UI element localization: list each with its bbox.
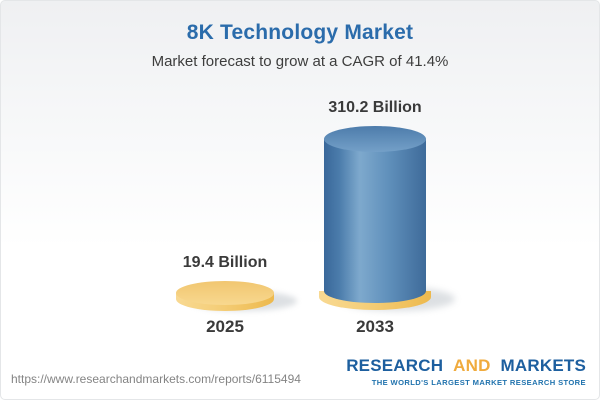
- chart-title: 8K Technology Market: [186, 21, 414, 44]
- value-label-2025: 19.4 Billion: [182, 254, 268, 271]
- bar-2033-top: [324, 126, 426, 152]
- bar-2025-top: [176, 281, 274, 305]
- value-label-2033: 310.2 Billion: [328, 99, 422, 116]
- bar-2033-body: [324, 139, 426, 291]
- category-label-2025: 2025: [206, 317, 244, 336]
- logo-word-markets: MARKETS: [500, 356, 586, 375]
- researchandmarkets-logo: RESEARCH AND MARKETS THE WORLD'S LARGEST…: [346, 356, 586, 387]
- logo-wordmark: RESEARCH AND MARKETS: [346, 356, 586, 376]
- bar-2033-cylinder: [319, 126, 455, 311]
- logo-word-and: AND: [453, 356, 491, 375]
- chart-subtitle: Market forecast to grow at a CAGR of 41.…: [151, 53, 449, 70]
- category-label-2033: 2033: [356, 317, 394, 336]
- logo-tagline: THE WORLD'S LARGEST MARKET RESEARCH STOR…: [371, 377, 586, 387]
- bar-2025-cylinder: [176, 281, 297, 311]
- report-url: https://www.researchandmarkets.com/repor…: [11, 372, 301, 386]
- logo-word-research: RESEARCH: [346, 356, 444, 375]
